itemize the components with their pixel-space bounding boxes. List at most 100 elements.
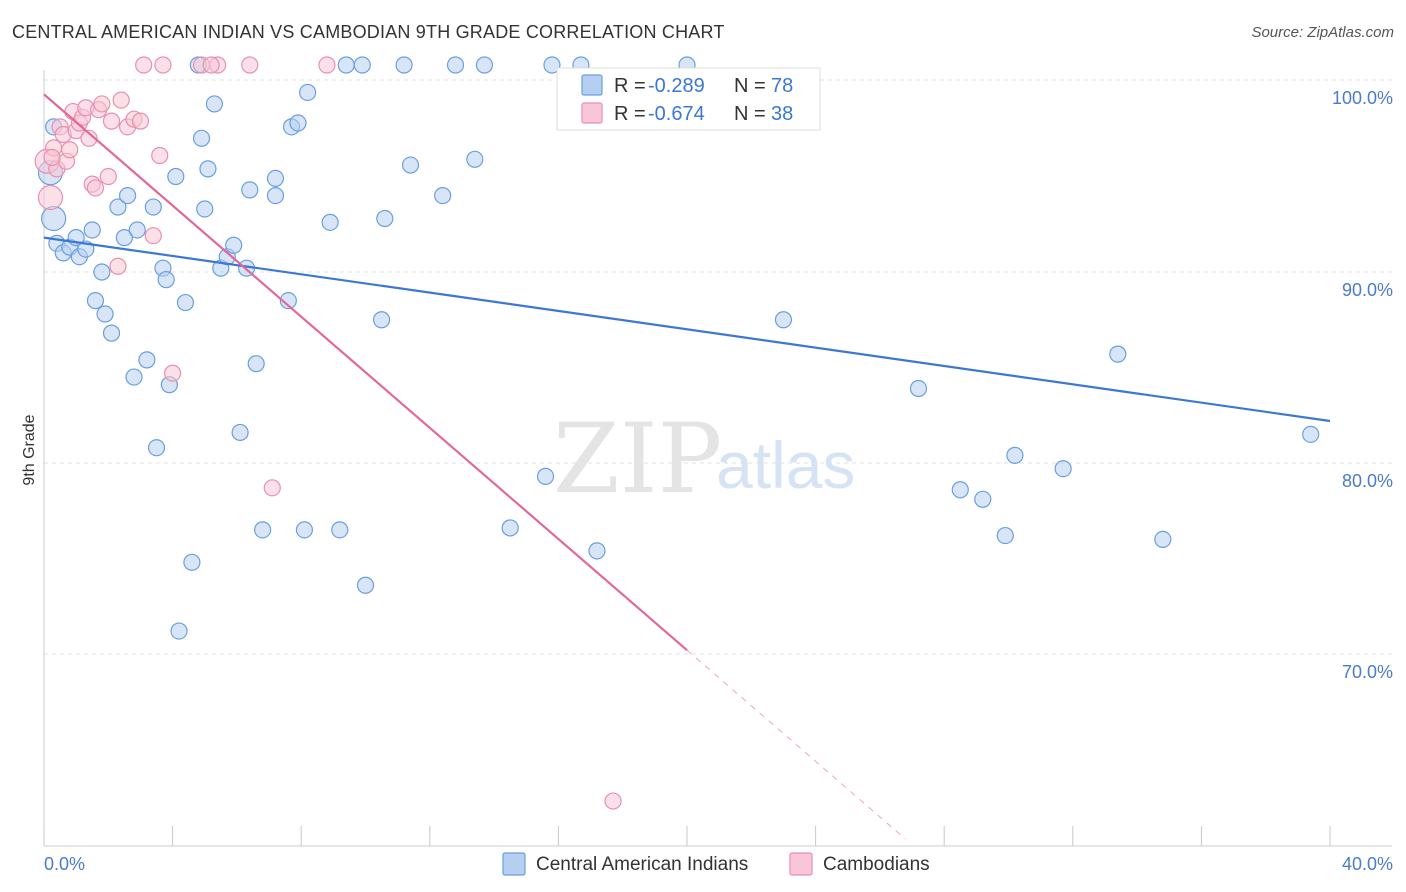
data-point	[996, 526, 1014, 545]
data-point	[331, 521, 349, 539]
data-point	[115, 229, 133, 247]
data-point	[112, 91, 130, 109]
data-point	[151, 146, 169, 165]
data-point	[102, 112, 121, 130]
data-point	[266, 169, 285, 188]
data-point	[102, 324, 121, 342]
data-point	[1109, 345, 1127, 363]
data-point	[231, 423, 249, 442]
data-point	[138, 351, 156, 369]
chart-source: Source: ZipAtlas.com	[1251, 24, 1394, 41]
data-point	[170, 622, 188, 640]
trend-line-cambodians	[43, 93, 688, 652]
data-point	[144, 227, 162, 245]
trend-lines	[43, 93, 1331, 840]
data-point	[536, 467, 555, 485]
data-point	[337, 56, 355, 74]
data-point	[466, 150, 484, 168]
data-point	[401, 156, 420, 174]
data-point	[192, 129, 211, 147]
watermark: ZIP atlas	[553, 403, 855, 515]
data-point	[144, 198, 162, 216]
bottom-legend-label: Cambodians	[823, 854, 930, 875]
data-point	[109, 198, 127, 216]
y-tick-label: 100.0%	[1332, 88, 1393, 108]
data-point	[86, 292, 105, 310]
data-point	[241, 181, 259, 199]
data-point	[266, 187, 285, 205]
watermark-zip: ZIP	[553, 403, 722, 515]
x-tick-label: 40.0%	[1342, 854, 1393, 874]
data-point	[289, 114, 307, 132]
legend-n-value: 78	[771, 75, 793, 97]
data-point	[774, 311, 793, 329]
data-point	[321, 213, 339, 231]
x-tick-label: 0.0%	[44, 854, 85, 874]
data-point	[974, 490, 992, 508]
legend-n-label: N =	[734, 75, 766, 97]
legend-r-value: -0.289	[648, 75, 705, 97]
legend: R = -0.289 N = 78 R = -0.674 N = 38	[556, 67, 821, 131]
legend-r-label: R =	[614, 75, 646, 97]
trend-line-extension	[686, 649, 906, 840]
data-point	[475, 56, 494, 74]
data-point	[80, 129, 98, 147]
data-point	[434, 187, 452, 205]
data-point	[446, 56, 465, 74]
data-point	[299, 83, 317, 102]
data-point	[125, 368, 143, 386]
data-point	[376, 209, 394, 228]
data-point	[263, 479, 281, 497]
series-cambodians	[34, 56, 622, 810]
legend-r-label: R =	[614, 103, 646, 125]
data-point	[96, 305, 114, 323]
data-point	[241, 56, 259, 74]
y-tick-label: 90.0%	[1342, 280, 1393, 300]
data-point	[93, 263, 111, 281]
data-point	[43, 148, 61, 166]
data-point	[1154, 530, 1172, 549]
bottom-legend: Central American Indians Cambodians	[502, 852, 930, 876]
data-point	[61, 141, 79, 159]
y-tick-label: 80.0%	[1342, 471, 1393, 491]
bottom-legend-label: Central American Indians	[536, 854, 748, 875]
data-point	[99, 167, 117, 186]
data-point	[1006, 446, 1024, 464]
data-points	[34, 56, 1320, 810]
chart-title: CENTRAL AMERICAN INDIAN VS CAMBODIAN 9TH…	[12, 22, 725, 42]
data-point	[93, 95, 111, 113]
data-point	[205, 95, 223, 113]
bottom-legend-swatch	[789, 852, 813, 876]
data-point	[501, 519, 519, 537]
data-point	[279, 292, 297, 310]
data-point	[128, 221, 146, 239]
data-point	[164, 364, 182, 382]
data-point	[543, 56, 561, 74]
legend-swatch	[581, 74, 603, 96]
data-point	[109, 257, 127, 275]
data-point	[372, 311, 391, 329]
data-point	[951, 481, 969, 499]
trend-line-central-american-indians	[43, 236, 1331, 423]
axes	[43, 70, 1392, 847]
data-point	[196, 200, 214, 218]
data-point	[225, 236, 243, 254]
data-point	[183, 553, 201, 571]
data-point	[176, 293, 195, 312]
legend-n-value: 38	[771, 103, 793, 125]
data-point	[247, 355, 265, 373]
data-point	[83, 221, 101, 239]
data-point	[395, 56, 413, 74]
series-central-american-indians	[37, 56, 1320, 640]
data-point	[167, 167, 185, 186]
data-point	[131, 112, 150, 130]
data-point	[1054, 460, 1072, 478]
data-point	[356, 576, 375, 594]
bottom-legend-swatch	[502, 852, 526, 876]
legend-swatch	[581, 102, 603, 124]
data-point	[199, 160, 217, 178]
data-point	[41, 205, 67, 232]
data-point	[318, 56, 336, 74]
data-point	[157, 271, 175, 289]
